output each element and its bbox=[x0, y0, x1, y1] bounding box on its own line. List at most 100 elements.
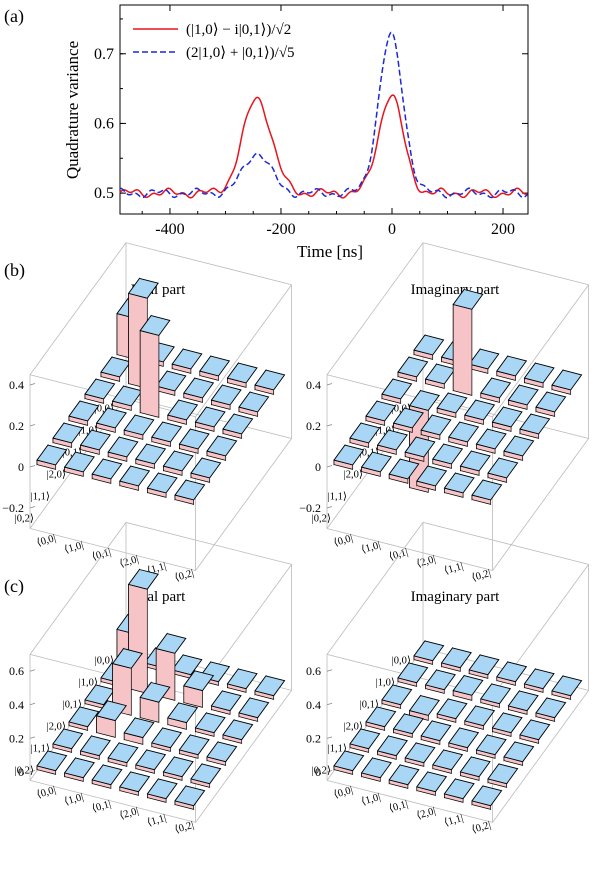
z-tick-mark bbox=[29, 424, 36, 427]
bar-top bbox=[413, 334, 445, 356]
bar-top bbox=[139, 681, 171, 703]
bar-top bbox=[36, 750, 68, 772]
column-basis-label: ⟨2,0| bbox=[415, 553, 437, 570]
bar-top bbox=[84, 378, 116, 400]
density-bar bbox=[519, 413, 551, 439]
density-bar bbox=[52, 727, 84, 753]
box-edge bbox=[492, 690, 589, 823]
bar-top bbox=[491, 406, 523, 428]
row-basis-label: |1,0⟩ bbox=[376, 676, 395, 688]
bar-top bbox=[496, 661, 528, 683]
y-tick-label: 0.6 bbox=[94, 115, 114, 132]
z-tick-mark bbox=[29, 770, 36, 773]
density-bar bbox=[551, 674, 583, 700]
density-bar bbox=[139, 314, 171, 418]
bar-top bbox=[190, 457, 222, 479]
density-bar bbox=[222, 718, 254, 744]
column-basis-label: ⟨1,0| bbox=[360, 791, 382, 808]
density-bar bbox=[464, 704, 496, 730]
density-bar bbox=[413, 334, 445, 360]
bar-top bbox=[63, 451, 95, 473]
density-bar bbox=[392, 712, 424, 738]
z-tick-mark bbox=[326, 465, 333, 468]
bar-top bbox=[111, 648, 143, 669]
box-edge bbox=[195, 284, 292, 417]
bar-top bbox=[436, 392, 468, 414]
bar-top bbox=[226, 668, 258, 690]
bar-top bbox=[333, 750, 365, 772]
z-tick-label: 0.2 bbox=[306, 419, 321, 433]
bar-top bbox=[135, 443, 167, 465]
bar-top bbox=[388, 458, 420, 480]
bar-top bbox=[551, 369, 583, 391]
density-bar bbox=[155, 370, 187, 396]
box-edge bbox=[326, 242, 424, 375]
column-basis-label: ⟨0,1| bbox=[388, 546, 410, 563]
bar-top bbox=[535, 391, 567, 413]
bar-top bbox=[127, 277, 159, 299]
box-edge bbox=[422, 242, 589, 286]
bar-top bbox=[238, 391, 270, 413]
bar-top bbox=[507, 690, 539, 712]
bar-top bbox=[107, 742, 139, 764]
bar-top bbox=[95, 700, 127, 722]
z-tick-mark bbox=[29, 669, 36, 672]
z-tick-label: 0.2 bbox=[9, 419, 24, 433]
density-bar bbox=[388, 458, 420, 484]
line-chart-panel-a: -400 -200 0 200 0.5 0.6 0.7 Quadrature varianc… bbox=[63, 4, 529, 261]
z-tick-mark bbox=[29, 702, 36, 706]
density-bar bbox=[413, 639, 445, 665]
bar-top bbox=[206, 435, 238, 457]
density-bar bbox=[238, 696, 270, 722]
bar-top bbox=[397, 356, 429, 378]
bar-top bbox=[226, 362, 258, 384]
z-tick-label: 0.6 bbox=[9, 664, 24, 678]
bar-top bbox=[436, 698, 468, 720]
z-tick-label: 0.4 bbox=[306, 698, 321, 712]
bar-top bbox=[199, 355, 231, 377]
bar-top bbox=[459, 450, 491, 472]
density-bar bbox=[487, 762, 519, 788]
y-axis-label: Quadrature variance bbox=[63, 41, 82, 179]
column-basis-label: ⟨1,0| bbox=[63, 791, 85, 808]
bar-top bbox=[178, 734, 210, 756]
bar-side-front bbox=[452, 304, 473, 396]
bar-top bbox=[254, 369, 286, 391]
bar-top bbox=[404, 436, 436, 458]
bar-top bbox=[523, 362, 555, 384]
bar-top bbox=[471, 785, 503, 807]
density-bar bbox=[79, 734, 111, 760]
bar-top bbox=[420, 414, 452, 436]
column-basis-label: ⟨0,0| bbox=[35, 532, 57, 549]
density-bar bbox=[551, 369, 583, 395]
density-bar bbox=[349, 727, 381, 753]
z-tick-mark bbox=[326, 424, 333, 427]
bar-top bbox=[119, 771, 151, 793]
bar-top bbox=[452, 288, 484, 310]
column-basis-label: ⟨0,0| bbox=[332, 532, 354, 549]
z-tick-mark bbox=[326, 383, 333, 386]
bar-top bbox=[84, 684, 116, 706]
panel-label-b: (b) bbox=[4, 260, 25, 281]
bar-top bbox=[52, 728, 84, 750]
density-bar bbox=[360, 756, 392, 782]
bar-top bbox=[63, 757, 95, 779]
bar-top bbox=[381, 378, 413, 400]
bar-top bbox=[171, 654, 203, 676]
density-bar bbox=[174, 784, 206, 810]
row-basis-label: |1,1⟩ bbox=[328, 742, 347, 754]
density-bar bbox=[123, 414, 155, 440]
bar-top bbox=[480, 683, 512, 705]
bar3d-b-real-part: Real part 0.40.20−0.2|0,0⟩|1,0⟩|0,1⟩|2,0… bbox=[2, 242, 293, 584]
bar-top bbox=[171, 348, 203, 370]
bar-top bbox=[127, 568, 159, 590]
density-bar bbox=[36, 444, 68, 470]
density-bar bbox=[151, 726, 183, 752]
column-basis-label: ⟨0,1| bbox=[91, 546, 113, 563]
density-bar bbox=[480, 377, 512, 403]
bar-top bbox=[139, 315, 171, 336]
column-basis-label: ⟨0,2| bbox=[173, 819, 195, 836]
row-basis-label: |0,1⟩ bbox=[63, 698, 82, 710]
density-bar bbox=[424, 668, 456, 694]
density-bar bbox=[392, 407, 424, 433]
